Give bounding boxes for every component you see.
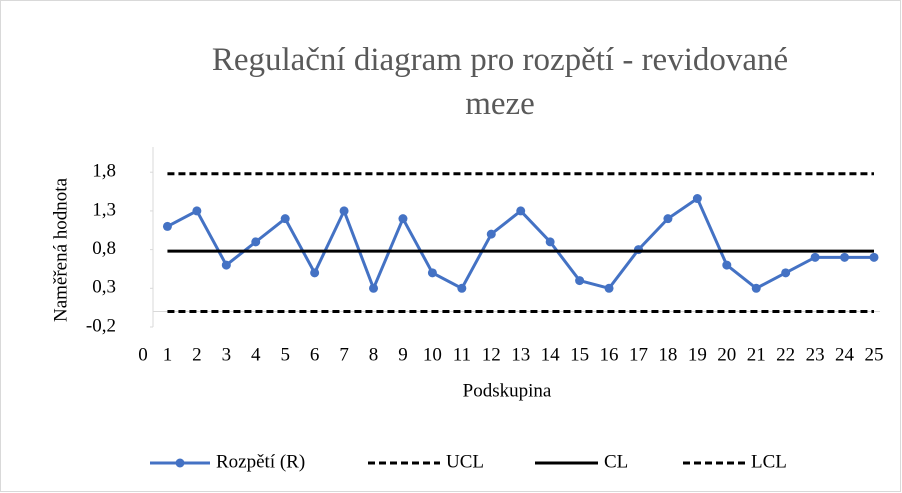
data-point [310, 268, 320, 278]
data-point [604, 283, 614, 293]
x-tick-label: 1 [163, 344, 173, 365]
x-tick-label: 15 [570, 344, 589, 365]
x-tick-label: 25 [865, 344, 884, 365]
x-tick-label: 8 [369, 344, 379, 365]
x-tick-label: 2 [192, 344, 202, 365]
x-tick-label: 10 [423, 344, 442, 365]
y-tick-label: 1,8 [92, 161, 116, 182]
x-tick-label: 22 [776, 344, 795, 365]
data-point [869, 252, 879, 262]
data-point [633, 245, 643, 255]
x-tick-label: 23 [806, 344, 825, 365]
y-tick-label: 0,8 [92, 238, 116, 259]
data-point [398, 214, 408, 224]
legend-label: Rozpětí (R) [216, 451, 305, 472]
legend-label: CL [604, 451, 628, 472]
data-point [221, 260, 231, 270]
x-tick-label: 3 [222, 344, 232, 365]
data-point [663, 214, 673, 224]
x-tick-label: 18 [658, 344, 677, 365]
x-tick-label: 7 [339, 344, 349, 365]
chart-title: Regulační diagram pro rozpětí - revidova… [211, 42, 789, 122]
y-tick-label: -0,2 [86, 315, 116, 336]
data-point [575, 276, 585, 286]
data-point [781, 268, 791, 278]
x-tick-label: 17 [629, 344, 648, 365]
data-point [545, 237, 555, 247]
legend-label: UCL [446, 451, 484, 472]
data-point [427, 268, 437, 278]
x-tick-label: 24 [835, 344, 855, 365]
data-point [722, 260, 732, 270]
x-tick-label: 20 [717, 344, 736, 365]
data-point [192, 206, 202, 216]
x-tick-label: 5 [280, 344, 290, 365]
x-tick-label: 9 [398, 344, 408, 365]
data-point [751, 283, 761, 293]
y-tick-label: 0,3 [92, 277, 116, 298]
legend-label: LCL [751, 451, 787, 472]
data-point [280, 214, 290, 224]
data-point [457, 283, 467, 293]
data-point [840, 252, 850, 262]
data-point [810, 252, 820, 262]
data-point [516, 206, 526, 216]
data-point [162, 221, 172, 231]
y-axis-label: Naměřená hodnota [50, 177, 71, 322]
x-tick-label: 11 [453, 344, 471, 365]
data-point [486, 229, 496, 239]
x-tick-label: 14 [541, 344, 561, 365]
x-tick-label: 16 [600, 344, 619, 365]
data-point [339, 206, 349, 216]
x-tick-label: 4 [251, 344, 261, 365]
x-tick-label: 12 [482, 344, 501, 365]
y-tick-label: 1,3 [92, 199, 116, 220]
x-tick-label: 19 [688, 344, 707, 365]
legend-marker [175, 458, 185, 468]
data-point [692, 194, 702, 204]
x-axis-label: Podskupina [463, 380, 552, 401]
x-tick-label: 0 [138, 344, 148, 365]
x-tick-label: 6 [310, 344, 320, 365]
x-tick-label: 13 [511, 344, 530, 365]
data-point [369, 283, 379, 293]
data-point [251, 237, 261, 247]
x-tick-label: 21 [747, 344, 766, 365]
